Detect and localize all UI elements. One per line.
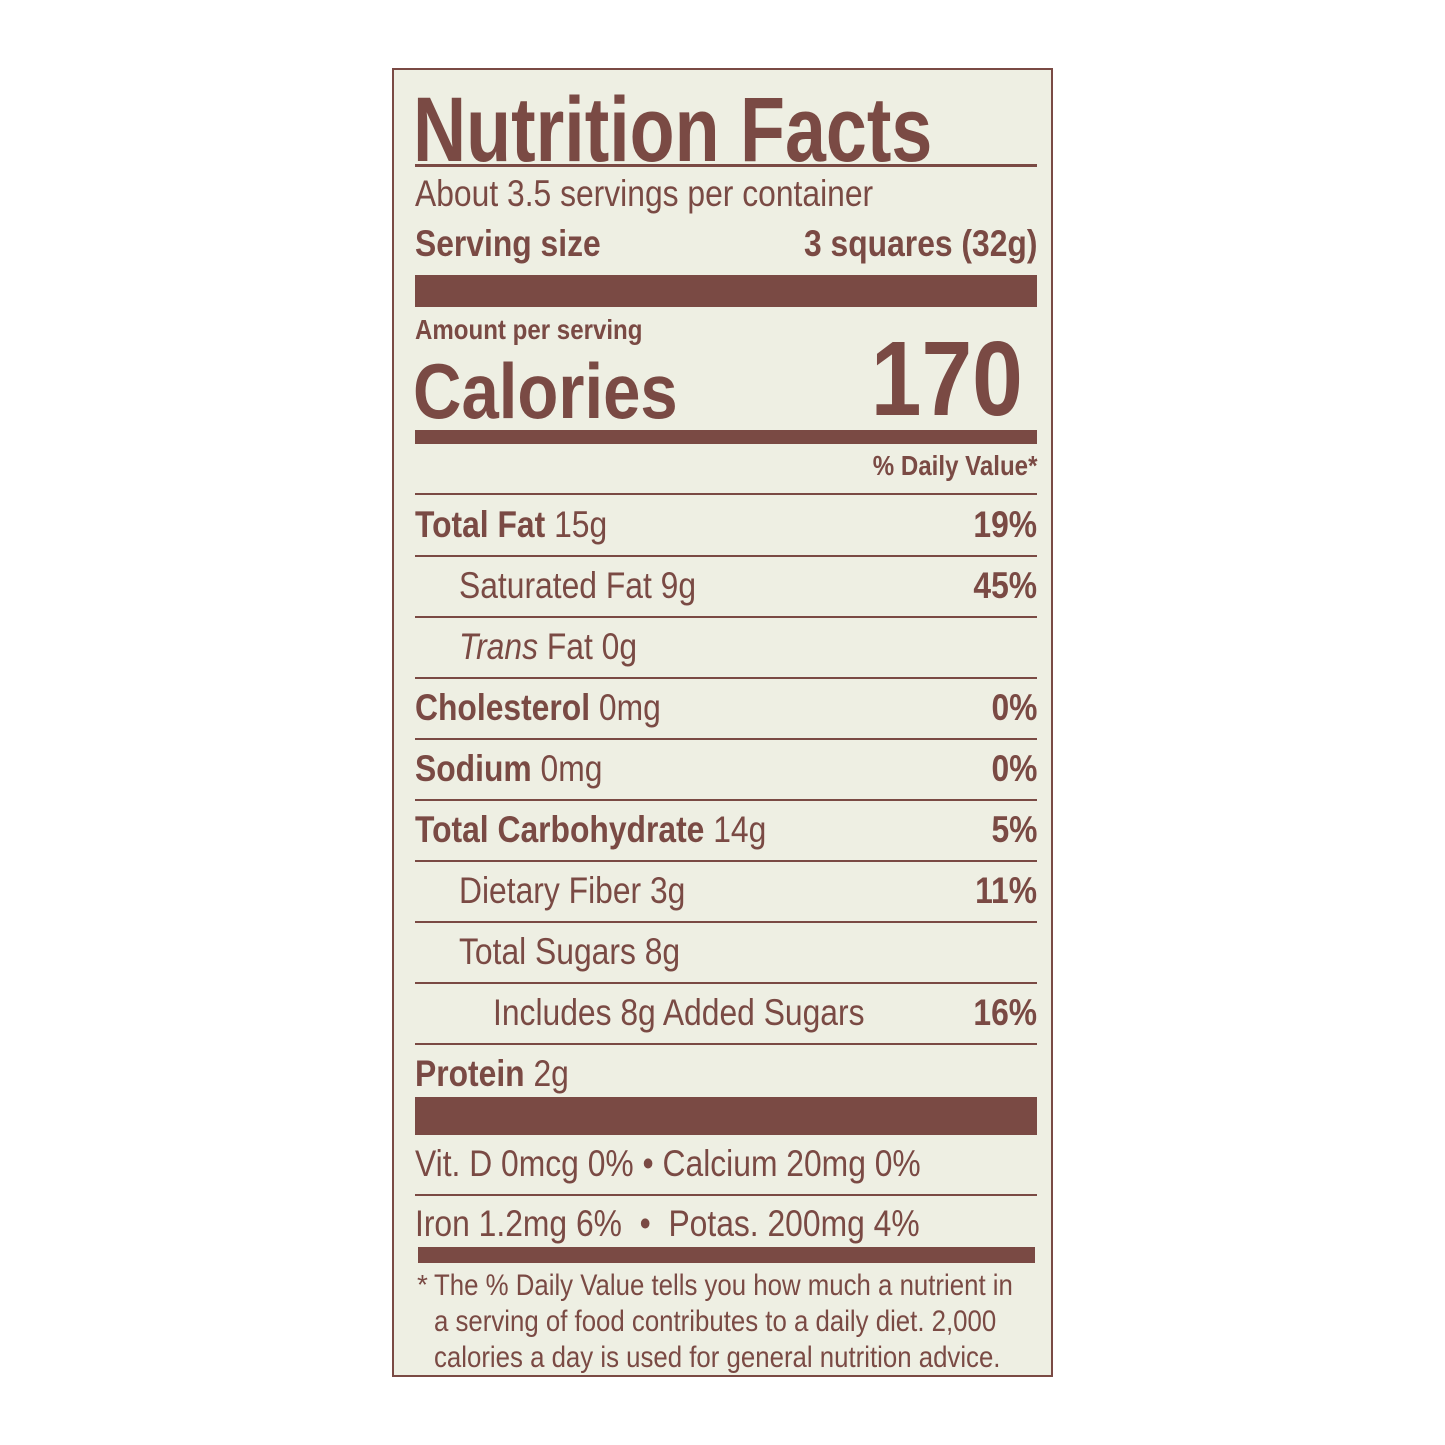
nutrient-row: Total Fat 15g 19%	[415, 495, 1037, 555]
vitamin-row: Iron 1.2mg 6% • Potas. 200mg 4%	[415, 1203, 920, 1244]
nutrient-amount: 8g	[644, 931, 681, 972]
nutrient-row: Total Carbohydrate 14g 5%	[415, 800, 1037, 860]
divider	[415, 677, 1037, 679]
nutrient-name: Cholesterol 0mg	[415, 678, 661, 738]
nutrient-daily-value: 16%	[973, 992, 1037, 1033]
nutrient-daily-value: 0%	[991, 748, 1037, 789]
calories-label: Calories	[413, 347, 678, 435]
label-title: Nutrition Facts	[413, 79, 933, 181]
divider	[415, 921, 1037, 923]
divider	[415, 799, 1037, 801]
nutrient-amount: 9g	[660, 565, 697, 606]
nutrient-amount: 0g	[601, 626, 638, 667]
nutrient-name: Dietary Fiber 3g	[459, 861, 685, 921]
thick-divider	[415, 1097, 1037, 1135]
vitamin-row: Vit. D 0mcg 0% • Calcium 20mg 0%	[415, 1143, 921, 1184]
nutrient-row: Sodium 0mg 0%	[415, 739, 1037, 799]
divider	[415, 493, 1037, 495]
nutrient-daily-value: 5%	[991, 809, 1037, 850]
nutrient-name: Total Carbohydrate 14g	[415, 800, 766, 860]
nutrient-name: Trans Fat 0g	[459, 617, 637, 677]
nutrient-row: Total Sugars 8g	[415, 922, 1037, 982]
divider	[415, 982, 1037, 984]
serving-size-label: Serving size	[415, 223, 601, 264]
footnote-line: calories a day is used for general nutri…	[434, 1341, 1001, 1374]
medium-divider	[418, 1247, 1035, 1263]
amount-per-serving: Amount per serving	[415, 314, 643, 345]
nutrient-daily-value: 45%	[973, 565, 1037, 606]
nutrient-row: Protein 2g	[415, 1044, 1037, 1104]
divider	[415, 555, 1037, 557]
daily-value-header: % Daily Value*	[872, 450, 1037, 481]
divider	[415, 738, 1037, 740]
nutrient-label: Includes 8g Added Sugars	[493, 992, 865, 1033]
nutrient-amount: 3g	[649, 870, 686, 911]
nutrient-name: Total Sugars 8g	[459, 922, 680, 982]
divider	[415, 1194, 1037, 1196]
nutrient-amount: 0mg	[598, 687, 661, 728]
divider	[415, 616, 1037, 618]
nutrient-name: Sodium 0mg	[415, 739, 602, 799]
divider	[415, 164, 1037, 167]
nutrient-label: Total Sugars	[459, 931, 636, 972]
divider	[415, 860, 1037, 862]
nutrient-name: Includes 8g Added Sugars	[493, 983, 865, 1043]
nutrient-daily-value: 11%	[975, 870, 1037, 911]
divider	[415, 1043, 1037, 1045]
nutrient-name: Protein 2g	[415, 1044, 569, 1104]
nutrient-label: Cholesterol	[415, 687, 591, 728]
nutrient-name: Total Fat 15g	[415, 495, 607, 555]
nutrient-row: Trans Fat 0g	[415, 617, 1037, 677]
nutrition-facts-label: Nutrition Facts About 3.5 servings per c…	[392, 68, 1053, 1377]
nutrient-label: Protein	[415, 1053, 525, 1094]
medium-divider	[415, 430, 1037, 444]
nutrient-row: Includes 8g Added Sugars 16%	[415, 983, 1037, 1043]
nutrient-amount: 15g	[554, 504, 608, 545]
calories-value: 170	[870, 320, 1023, 438]
footnote-line: The % Daily Value tells you how much a n…	[434, 1269, 1013, 1302]
footnote-line: a serving of food contributes to a daily…	[434, 1305, 997, 1338]
nutrient-row: Saturated Fat 9g 45%	[415, 556, 1037, 616]
servings-per-container: About 3.5 servings per container	[415, 173, 874, 214]
nutrient-label-suffix: Fat	[546, 626, 593, 667]
nutrient-row: Dietary Fiber 3g 11%	[415, 861, 1037, 921]
nutrient-label: Trans	[459, 626, 538, 667]
nutrient-amount: 2g	[533, 1053, 569, 1094]
thick-divider	[415, 275, 1037, 307]
nutrient-name: Saturated Fat 9g	[459, 556, 696, 616]
nutrient-label: Sodium	[415, 748, 532, 789]
nutrient-row: Cholesterol 0mg 0%	[415, 678, 1037, 738]
nutrient-label: Total Carbohydrate	[415, 809, 705, 850]
nutrient-daily-value: 0%	[991, 687, 1037, 728]
nutrient-label: Total Fat	[415, 504, 546, 545]
footnote-asterisk: *	[417, 1269, 428, 1300]
serving-size-value: 3 squares (32g)	[803, 223, 1037, 264]
nutrient-label: Saturated Fat	[459, 565, 652, 606]
nutrient-daily-value: 19%	[973, 504, 1037, 545]
nutrient-amount: 0mg	[540, 748, 603, 789]
nutrient-amount: 14g	[713, 809, 767, 850]
nutrient-label: Dietary Fiber	[459, 870, 642, 911]
